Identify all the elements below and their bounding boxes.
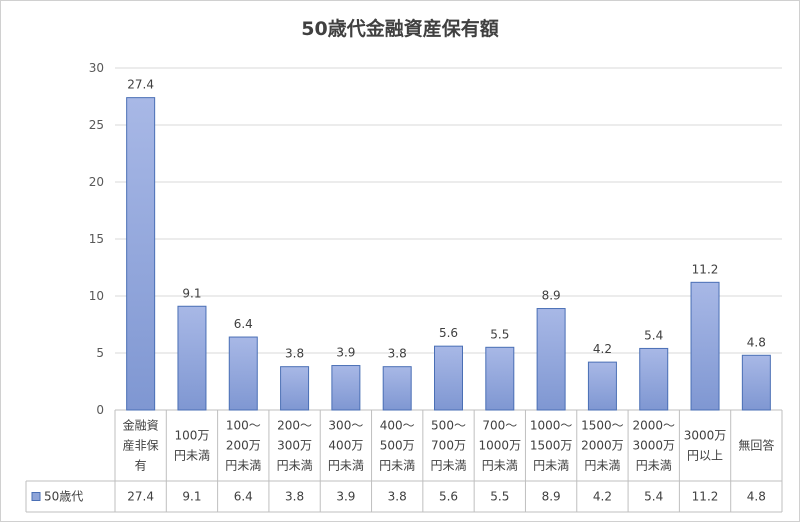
table-value: 3.8 [388, 490, 407, 504]
table-value: 27.4 [127, 490, 154, 504]
bar [587, 361, 617, 411]
y-tick-label: 30 [89, 61, 104, 75]
y-tick-label: 10 [89, 289, 104, 303]
category-label: 3000万円以上 [684, 429, 727, 463]
table-value: 9.1 [182, 490, 201, 504]
data-label: 6.4 [234, 317, 253, 331]
y-tick-label: 0 [96, 403, 104, 417]
y-tick-label: 5 [96, 346, 104, 360]
data-label: 5.5 [490, 327, 509, 341]
bar [280, 366, 310, 411]
category-label: 500～ 700万円未満 [430, 419, 466, 473]
data-label: 3.8 [285, 347, 304, 361]
category-label: 100万円未満 [174, 429, 210, 463]
bar [639, 347, 669, 411]
data-label: 3.9 [336, 346, 355, 360]
data-label: 4.8 [747, 335, 766, 349]
data-label: 9.1 [182, 286, 201, 300]
bar [126, 97, 156, 411]
y-tick-label: 25 [89, 118, 104, 132]
table-value: 5.6 [439, 490, 458, 504]
data-label: 4.2 [593, 342, 612, 356]
category-label: 300～ 400万円未満 [328, 419, 364, 473]
category-label: 2000～ 3000万円未満 [632, 419, 675, 473]
bar [434, 345, 463, 411]
table-value: 3.8 [285, 490, 304, 504]
table-value: 8.9 [542, 490, 561, 504]
table-value: 11.2 [692, 490, 719, 504]
data-label: 5.6 [439, 326, 458, 340]
bar [485, 346, 515, 411]
bar [536, 308, 566, 411]
table-value: 5.5 [490, 490, 509, 504]
bar [228, 336, 258, 411]
category-label: 700～ 1000万円未満 [479, 419, 522, 473]
y-tick-label: 20 [89, 175, 104, 189]
data-label: 5.4 [644, 328, 663, 342]
category-label: 400～ 500万円未満 [379, 419, 415, 473]
table-value: 6.4 [234, 490, 253, 504]
data-label: 27.4 [127, 78, 154, 92]
data-label: 11.2 [692, 262, 719, 276]
table-value: 4.2 [593, 490, 612, 504]
category-label: 1000～ 1500万円未満 [530, 419, 573, 473]
bar [382, 366, 412, 411]
table-value: 4.8 [747, 490, 766, 504]
table-value: 5.4 [644, 490, 663, 504]
category-label: 1500～ 2000万円未満 [581, 419, 624, 473]
legend-key [31, 492, 41, 501]
category-label: 100～ 200万円未満 [225, 419, 261, 473]
bar [331, 365, 361, 411]
y-tick-label: 15 [89, 232, 104, 246]
data-label: 3.8 [388, 347, 407, 361]
chart-title: 50歳代金融資産保有額 [301, 18, 499, 40]
data-label: 8.9 [542, 289, 561, 303]
bar [177, 305, 207, 411]
table-value: 3.9 [336, 490, 355, 504]
category-label: 無回答 [738, 438, 774, 453]
bar [690, 281, 720, 411]
bar [741, 354, 771, 411]
category-label: 200～ 300万円未満 [277, 419, 313, 473]
legend-label: 50歳代 [44, 490, 83, 504]
category-label: 金融資産非保有 [123, 418, 159, 473]
